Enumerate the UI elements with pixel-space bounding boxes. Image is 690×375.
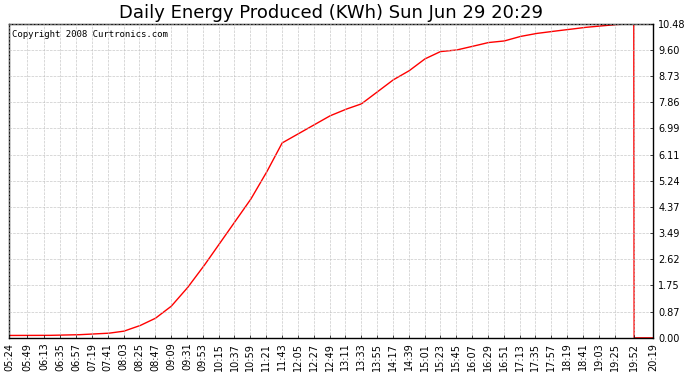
Title: Daily Energy Produced (KWh) Sun Jun 29 20:29: Daily Energy Produced (KWh) Sun Jun 29 2… [119,4,543,22]
Text: Copyright 2008 Curtronics.com: Copyright 2008 Curtronics.com [12,30,168,39]
